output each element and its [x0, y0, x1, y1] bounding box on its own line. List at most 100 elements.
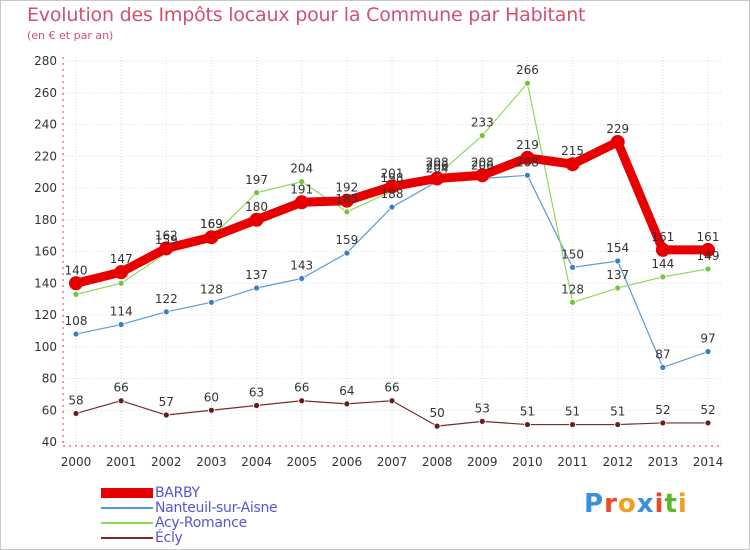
data-point--cly — [253, 402, 260, 409]
y-tick-label: 100 — [34, 340, 57, 354]
data-point-nanteuil-sur-aisne — [162, 308, 170, 316]
data-point-acy-romance — [343, 208, 351, 216]
data-point--cly — [569, 421, 576, 428]
data-point-barby — [610, 134, 625, 149]
data-point-barby — [69, 276, 83, 291]
y-tick-label: 40 — [42, 435, 57, 449]
data-label: 188 — [381, 187, 404, 201]
logo-letter: o — [617, 489, 637, 519]
data-point-acy-romance — [569, 298, 576, 306]
data-point-nanteuil-sur-aisne — [253, 284, 260, 292]
data-label: 53 — [475, 401, 490, 415]
data-label: 51 — [610, 405, 625, 419]
data-label: 87 — [655, 347, 670, 361]
data-point-acy-romance — [659, 273, 667, 281]
data-point--cly — [343, 400, 351, 408]
data-label: 60 — [204, 390, 219, 404]
data-point-barby — [475, 168, 490, 183]
data-point--cly — [704, 419, 712, 427]
x-tick-label: 2001 — [106, 455, 137, 469]
y-tick-label: 260 — [34, 86, 57, 100]
y-tick-label: 180 — [34, 213, 57, 227]
data-label: 143 — [290, 258, 313, 272]
y-tick-label: 160 — [34, 245, 57, 259]
proxiti-logo: Proxiti — [584, 489, 688, 519]
data-label: 63 — [249, 385, 264, 399]
data-label: 66 — [294, 381, 309, 395]
data-point-nanteuil-sur-aisne — [569, 263, 576, 271]
data-label: 50 — [430, 406, 445, 420]
x-tick-label: 2000 — [61, 455, 92, 469]
y-tick-label: 220 — [34, 149, 57, 163]
logo-letter: t — [664, 489, 678, 519]
data-point-barby — [294, 195, 309, 210]
legend-label-acy-romance: Acy-Romance — [155, 515, 247, 531]
data-point-barby — [385, 179, 399, 194]
x-tick-label: 2012 — [602, 455, 633, 469]
data-label: 150 — [561, 247, 584, 261]
data-point-acy-romance — [72, 290, 80, 298]
data-point-acy-romance — [614, 284, 622, 292]
data-label: 137 — [606, 268, 629, 282]
x-tick-label: 2011 — [557, 455, 588, 469]
x-tick-label: 2010 — [512, 455, 543, 469]
data-label: 180 — [245, 200, 268, 214]
data-label: 128 — [200, 282, 223, 296]
data-label: 57 — [159, 395, 174, 409]
y-tick-label: 60 — [42, 403, 57, 417]
data-label: 206 — [426, 158, 449, 172]
data-label: 198 — [381, 171, 404, 185]
data-point--cly — [388, 397, 396, 405]
data-point--cly — [72, 410, 80, 417]
data-label: 229 — [606, 122, 629, 136]
data-label: 51 — [520, 405, 535, 419]
data-label: 161 — [697, 230, 720, 244]
data-label: 169 — [200, 217, 223, 231]
data-label: 208 — [516, 155, 539, 169]
data-point-nanteuil-sur-aisne — [614, 257, 622, 265]
data-point-barby — [159, 241, 174, 256]
y-tick-label: 200 — [34, 181, 57, 195]
data-point--cly — [298, 397, 306, 405]
data-label: 159 — [155, 233, 178, 247]
data-point-nanteuil-sur-aisne — [298, 275, 306, 282]
legend-label-barby: BARBY — [155, 485, 200, 501]
data-label: 147 — [110, 252, 133, 266]
logo-letter: r — [604, 489, 618, 519]
legend-swatch-acy-romance — [101, 522, 153, 524]
y-tick-label: 80 — [42, 372, 57, 386]
data-label: 58 — [68, 393, 83, 407]
data-label: 215 — [561, 144, 584, 158]
data-label: 144 — [651, 257, 674, 271]
data-point-barby — [339, 193, 354, 208]
logo-letter: P — [584, 489, 605, 519]
x-tick-label: 2005 — [286, 455, 317, 469]
data-point-nanteuil-sur-aisne — [117, 321, 125, 328]
data-label: 161 — [651, 230, 674, 244]
data-point--cly — [659, 419, 667, 427]
data-point--cly — [524, 421, 531, 428]
y-tick-label: 120 — [34, 308, 57, 322]
data-label: 122 — [155, 292, 178, 306]
x-tick-label: 2008 — [422, 455, 453, 469]
x-tick-label: 2009 — [467, 455, 498, 469]
logo-letter: i — [654, 489, 665, 519]
chart-title: Evolution des Impôts locaux pour la Comm… — [27, 4, 586, 26]
data-point-barby — [249, 212, 264, 227]
data-label: 206 — [471, 158, 494, 172]
data-point--cly — [208, 406, 215, 414]
data-label: 114 — [110, 305, 133, 319]
data-label: 52 — [655, 403, 670, 417]
data-point--cly — [614, 421, 622, 428]
data-point-acy-romance — [298, 178, 306, 186]
data-point-acy-romance — [478, 132, 486, 140]
data-point-nanteuil-sur-aisne — [704, 348, 712, 355]
y-tick-label: 140 — [34, 276, 57, 290]
data-point-acy-romance — [524, 79, 531, 87]
x-tick-label: 2002 — [151, 455, 182, 469]
data-point-nanteuil-sur-aisne — [524, 171, 531, 179]
x-tick-label: 2014 — [693, 455, 724, 469]
data-label: 66 — [114, 381, 129, 395]
